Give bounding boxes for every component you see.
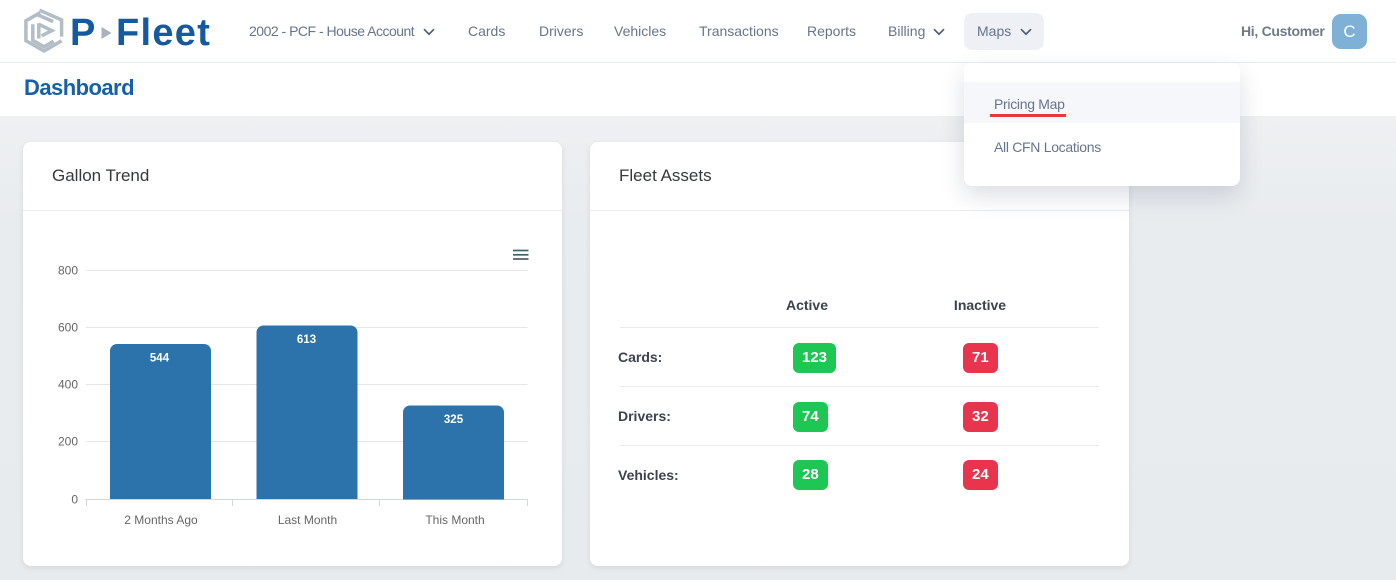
svg-text:0: 0 [71, 493, 78, 507]
svg-text:613: 613 [297, 334, 316, 346]
svg-text:600: 600 [58, 321, 78, 335]
svg-text:400: 400 [58, 378, 78, 392]
svg-text:800: 800 [58, 264, 78, 278]
svg-text:2 Months Ago: 2 Months Ago [124, 513, 198, 527]
svg-text:Last Month: Last Month [278, 513, 337, 527]
svg-text:544: 544 [150, 353, 170, 365]
svg-text:200: 200 [58, 435, 78, 449]
svg-text:This Month: This Month [425, 513, 484, 527]
svg-text:325: 325 [444, 414, 464, 426]
